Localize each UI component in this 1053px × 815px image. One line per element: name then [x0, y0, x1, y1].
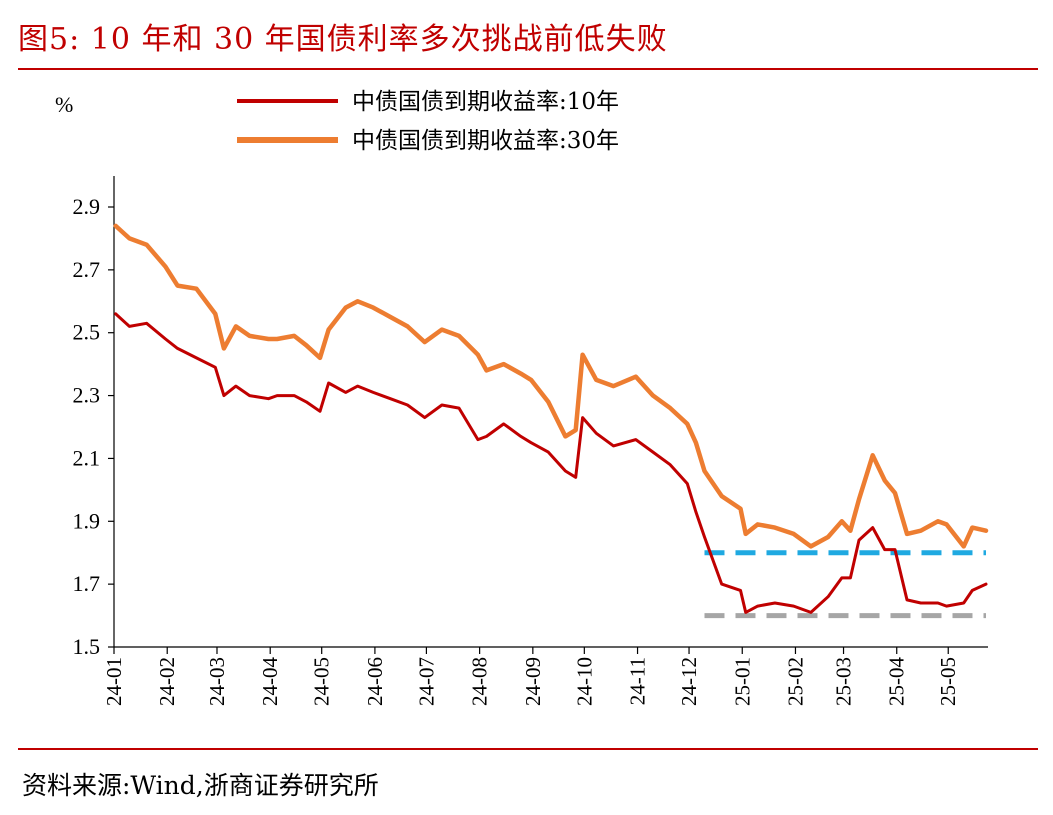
y-tick-label: 2.1: [73, 445, 101, 470]
x-tick-label: 24-05: [310, 657, 334, 706]
figure-title: 图5: 10 年和 30 年国债利率多次挑战前低失败: [18, 22, 668, 57]
x-tick-label: 25-04: [885, 657, 909, 706]
x-tick-label: 25-01: [730, 657, 754, 706]
y-tick-label: 2.5: [73, 320, 101, 345]
x-tick-label: 24-02: [155, 657, 179, 706]
y-ticks: 2.9 2.7 2.5 2.3 2.1 1.9 1.7 1.5: [73, 194, 114, 659]
series-lines: [113, 223, 989, 614]
legend: 中债国债到期收益率:10年 中债国债到期收益率:30年: [237, 89, 619, 154]
x-tick-label: 24-10: [572, 657, 596, 706]
series-line-30y: [113, 223, 989, 549]
y-tick-label: 2.7: [73, 257, 101, 282]
x-tick-label: 24-06: [363, 657, 387, 706]
x-ticks: 24-01 24-02 24-03 24-04 24-05 24-06 24-07 24-08…: [102, 647, 960, 706]
y-tick-label: 1.7: [73, 571, 101, 596]
x-tick-label: 25-02: [783, 657, 807, 706]
line-chart: % 2.92.72.52.32.11.91.71.5 24-01 24-02 24-…: [55, 89, 989, 706]
chart-axes: [113, 176, 988, 648]
x-tick-label: 25-03: [832, 657, 856, 706]
legend-label-30y: 中债国债到期收益率:30年: [352, 128, 619, 154]
x-tick-label: 24-09: [521, 657, 545, 706]
title-divider: [18, 68, 1038, 70]
y-tick-label: 1.9: [73, 508, 101, 533]
series-line-10y: [114, 312, 988, 614]
y-tick-label: 2.9: [73, 194, 101, 219]
y-unit-label: %: [55, 92, 73, 117]
x-tick-label: 25-05: [936, 657, 960, 706]
x-tick-label: 24-04: [258, 657, 282, 706]
x-tick-label: 24-12: [677, 657, 701, 706]
y-tick-label: 2.3: [73, 383, 101, 408]
x-tick-label: 24-07: [414, 657, 438, 706]
source-note: 资料来源:Wind,浙商证券研究所: [22, 771, 379, 800]
reference-lines: [704, 550, 986, 619]
x-tick-label: 24-01: [102, 657, 126, 706]
x-tick-label: 24-08: [468, 657, 492, 706]
x-tick-label: 24-03: [205, 657, 229, 706]
legend-label-10y: 中债国债到期收益率:10年: [352, 89, 619, 115]
y-tick-label: 1.5: [73, 634, 101, 659]
x-tick-label: 24-11: [626, 657, 650, 705]
source-divider: [18, 748, 1038, 750]
